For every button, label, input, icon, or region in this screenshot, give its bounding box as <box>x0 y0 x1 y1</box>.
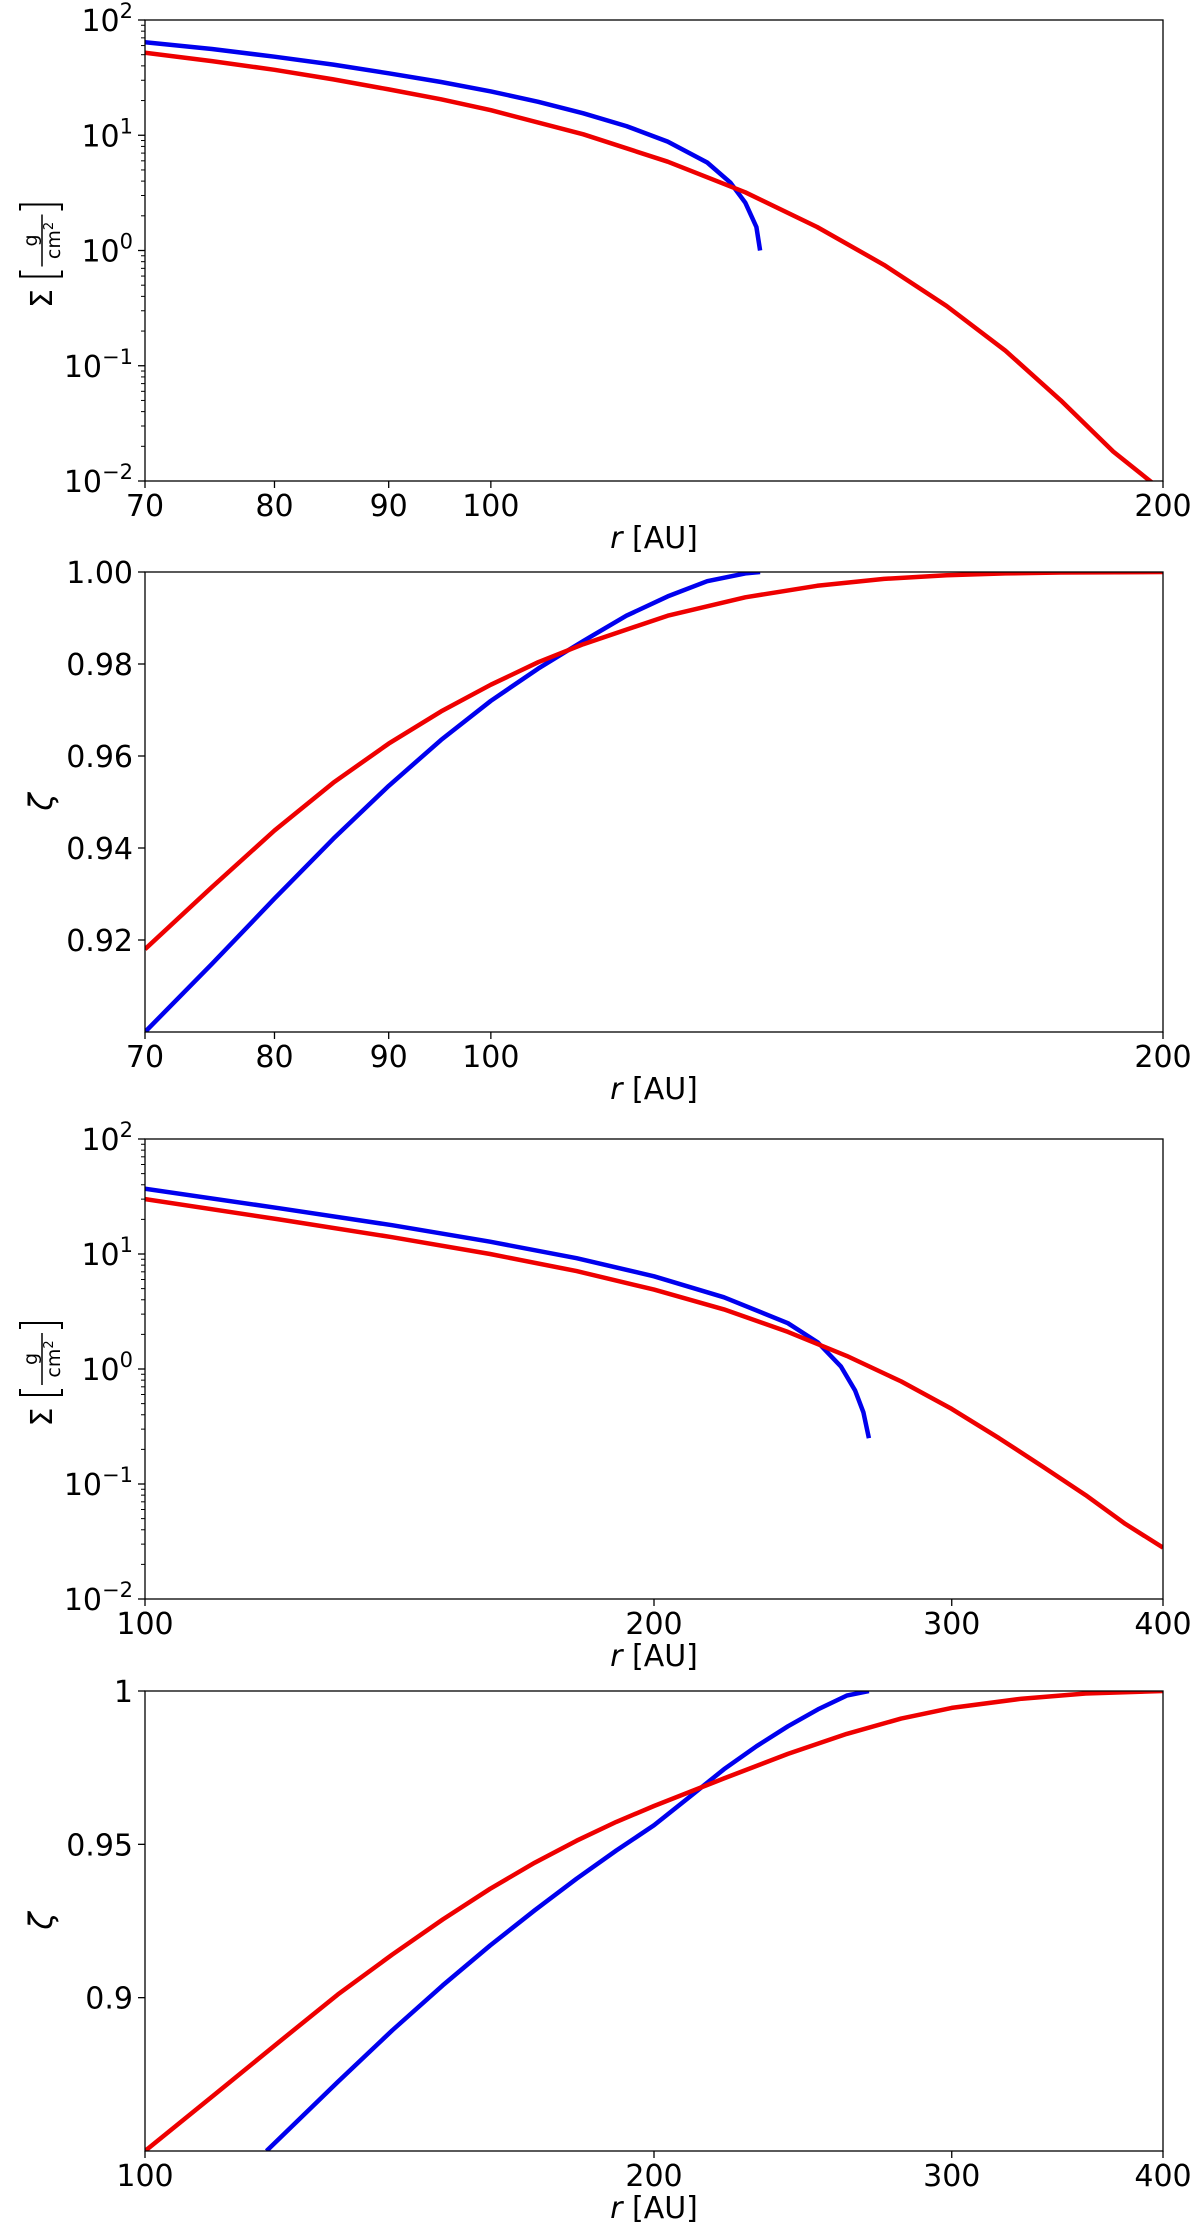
y-tick-label: 10−1 <box>64 345 133 385</box>
x-tick-label: 70 <box>126 489 164 524</box>
y-tick-label: 101 <box>81 1233 133 1273</box>
x-tick-label: 100 <box>462 489 519 524</box>
y-tick-label: 0.94 <box>66 832 133 867</box>
y-tick-label: 100 <box>81 230 133 270</box>
y-tick-label: 10−2 <box>64 460 133 500</box>
x-tick-label: 100 <box>462 1040 519 1075</box>
y-axis-label-denominator: cm2 <box>42 222 65 259</box>
blue-series-line <box>145 40 763 251</box>
y-tick-label: 1 <box>114 1675 133 1710</box>
x-tick-label: 200 <box>625 1607 682 1642</box>
red-series-line <box>145 1196 1163 1550</box>
x-tick-label: 300 <box>923 1607 980 1642</box>
y-axis-label-numerator: g <box>20 1353 42 1365</box>
x-tick-label: 200 <box>625 2159 682 2194</box>
y-tick-label: 102 <box>81 0 133 39</box>
x-tick-label: 80 <box>255 489 293 524</box>
y-axis-label-denominator: cm2 <box>42 1340 65 1377</box>
y-tick-label: 100 <box>81 1348 133 1388</box>
y-tick-label: 0.98 <box>66 648 133 683</box>
x-axis-label: r [AU] <box>610 2191 698 2226</box>
x-tick-label: 400 <box>1134 1607 1191 1642</box>
blue-series-line <box>145 572 761 1032</box>
y-tick-label: 0.9 <box>85 1982 133 2017</box>
y-axis-label: ζ <box>22 792 60 812</box>
x-tick-label: 90 <box>370 1040 408 1075</box>
panel-4: 100 200 300 400 0.9 0.95 1 r [AU] ζ <box>22 1675 1192 2226</box>
y-axis-label-numerator: g <box>20 234 42 246</box>
y-axis-label: Σg cm2 <box>19 203 65 308</box>
y-axis-label: ζ <box>22 1911 60 1931</box>
x-axis-label: r [AU] <box>610 521 698 556</box>
panel-3: 100 200 300 400 10−2 10−1 100 101 102 r [AU] Σg cm2 <box>19 1118 1192 1674</box>
red-series-line <box>145 50 1154 481</box>
x-tick-label: 90 <box>370 489 408 524</box>
x-tick-label: 70 <box>126 1040 164 1075</box>
y-axis-label-bracket-left <box>19 1389 63 1396</box>
x-tick-label: 80 <box>255 1040 293 1075</box>
red-series-line <box>145 1691 1163 2151</box>
x-tick-label: 300 <box>923 2159 980 2194</box>
panel-1: 70 80 90 100 200 10−2 10−1 100 101 102 r [AU] Σg cm2 <box>19 0 1192 556</box>
x-tick-label: 200 <box>1134 489 1191 524</box>
y-tick-label: 101 <box>81 114 133 154</box>
y-tick-label: 0.96 <box>66 740 133 775</box>
y-tick-label: 0.95 <box>66 1828 133 1863</box>
y-tick-label: 102 <box>81 1118 133 1158</box>
x-tick-label: 100 <box>116 2159 173 2194</box>
y-axis-label-bracket-left <box>19 270 63 278</box>
y-tick-label: 10−1 <box>64 1463 133 1503</box>
x-axis-label: r [AU] <box>610 1639 698 1674</box>
red-series-line <box>145 572 1163 951</box>
x-tick-label: 200 <box>1134 1040 1191 1075</box>
panel-2: 70 80 90 100 200 0.92 0.94 0.96 0.98 1.00 r [AU] ζ <box>22 556 1192 1107</box>
blue-series-line <box>264 1691 870 2151</box>
y-axis-label-bracket-right <box>19 203 63 211</box>
x-tick-label: 100 <box>116 1607 173 1642</box>
y-axis-label: Σg cm2 <box>19 1322 65 1427</box>
plot-frame <box>144 571 1164 1033</box>
x-tick-label: 400 <box>1134 2159 1191 2194</box>
y-axis-label-symbol: Σ <box>25 1408 60 1427</box>
y-tick-label: 1.00 <box>66 556 133 591</box>
x-axis-label: r [AU] <box>610 1072 698 1107</box>
y-axis-label-symbol: Σ <box>25 289 60 308</box>
y-tick-label: 0.92 <box>66 924 133 959</box>
y-tick-label: 10−2 <box>64 1578 133 1618</box>
blue-series-line <box>145 1186 872 1439</box>
y-axis-label-bracket-right <box>19 1322 63 1329</box>
